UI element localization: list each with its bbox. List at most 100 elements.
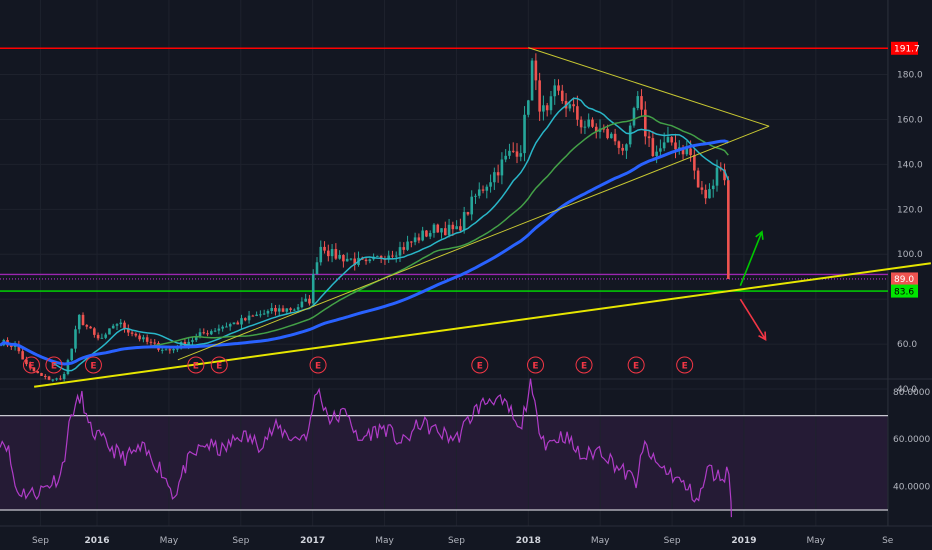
candle-body [225, 326, 228, 328]
candle-body [127, 328, 130, 333]
earnings-marker[interactable] [627, 356, 645, 374]
candle-body [579, 119, 583, 128]
candle-body [40, 373, 43, 376]
candle-body [25, 359, 28, 365]
candle-body [674, 142, 677, 150]
candle-body [149, 341, 153, 343]
candle-body [398, 247, 402, 256]
projection-arrows[interactable] [739, 230, 767, 342]
candle-body [421, 230, 424, 241]
candle-body [364, 259, 368, 262]
price-label-box [891, 41, 918, 55]
triangle-trendline[interactable] [177, 125, 770, 361]
candle-body [349, 258, 353, 260]
rsi-tick-label: 40.0000 [893, 482, 930, 492]
candle-body [413, 237, 417, 243]
candle-body [459, 226, 462, 231]
earnings-marker-label: E [193, 361, 199, 371]
candle-body [455, 226, 458, 230]
earnings-marker[interactable] [210, 356, 228, 374]
earnings-marker[interactable] [309, 356, 327, 374]
price-tick-label: 180.0 [897, 71, 923, 81]
candle-body [602, 128, 606, 130]
grid-lines [0, 0, 932, 527]
candle-body [285, 308, 289, 312]
candle-body [77, 314, 81, 330]
candle-body [130, 332, 134, 334]
candle-body [172, 348, 175, 351]
time-tick-label: Sep [32, 536, 49, 546]
candle-body [625, 144, 628, 151]
candle-body [47, 376, 51, 380]
candle-body [647, 136, 651, 139]
bearish-arrow[interactable] [739, 298, 767, 341]
earnings-marker[interactable] [527, 356, 545, 374]
candle-body [334, 249, 338, 259]
candle-body [727, 180, 730, 279]
moving-average-lines [0, 97, 729, 372]
price-tick-label: 160.0 [897, 115, 923, 125]
candle-body [632, 108, 636, 126]
earnings-marker[interactable] [45, 356, 63, 374]
candle-body [685, 148, 689, 155]
candle-body [410, 241, 413, 243]
candle-body [240, 318, 243, 325]
time-tick-label: 2018 [516, 536, 541, 546]
candle-body [545, 105, 549, 111]
earnings-marker-label: E [581, 361, 587, 371]
trendlines[interactable] [34, 47, 931, 388]
candle-body [440, 228, 443, 233]
candle-body [323, 246, 326, 251]
candle-body [368, 259, 372, 262]
candle-body [93, 328, 96, 335]
bullish-arrow[interactable] [739, 231, 763, 286]
earnings-marker[interactable] [187, 356, 205, 374]
candle-body [689, 148, 692, 156]
earnings-marker[interactable] [676, 356, 694, 374]
candle-body [36, 371, 40, 374]
support-trendline[interactable] [34, 262, 931, 388]
candle-body [477, 189, 481, 196]
candle-body [119, 322, 123, 325]
earnings-marker[interactable] [84, 356, 102, 374]
candle-body [266, 311, 270, 314]
earnings-marker[interactable] [22, 356, 40, 374]
candle-body [217, 328, 221, 331]
triangle-trendline[interactable] [528, 47, 770, 127]
horizontal-levels[interactable] [0, 47, 888, 292]
earnings-marker-label: E [477, 361, 483, 371]
ma50-line [0, 97, 729, 372]
candle-body [670, 137, 674, 143]
candle-body [700, 187, 704, 190]
earnings-marker-label: E [633, 361, 639, 371]
candle-body [391, 255, 394, 257]
candle-body [66, 360, 70, 375]
candle-body [553, 85, 557, 97]
time-tick-label: Se [882, 536, 894, 546]
candle-body [70, 348, 74, 361]
price-label-text: 83.6 [894, 287, 914, 297]
candle-body [10, 345, 13, 347]
candle-body [345, 258, 349, 262]
candle-body [274, 307, 277, 312]
earnings-marker[interactable] [575, 356, 593, 374]
candle-body [270, 307, 274, 312]
candle-body [693, 155, 696, 171]
candle-body [259, 314, 262, 316]
candle-body [496, 172, 500, 176]
candle-body [474, 195, 477, 197]
candle-body [281, 308, 285, 312]
price-tick-label: 60.0 [897, 340, 917, 350]
candle-body [164, 349, 168, 351]
candle-body [402, 247, 406, 250]
candle-body [613, 133, 617, 142]
candle-body [681, 147, 685, 155]
earnings-marker[interactable] [471, 356, 489, 374]
candle-body [74, 329, 77, 349]
candle-body [142, 337, 145, 340]
candle-body [447, 224, 451, 236]
price-label-text: 191.7 [894, 44, 920, 54]
candle-body [628, 125, 632, 145]
